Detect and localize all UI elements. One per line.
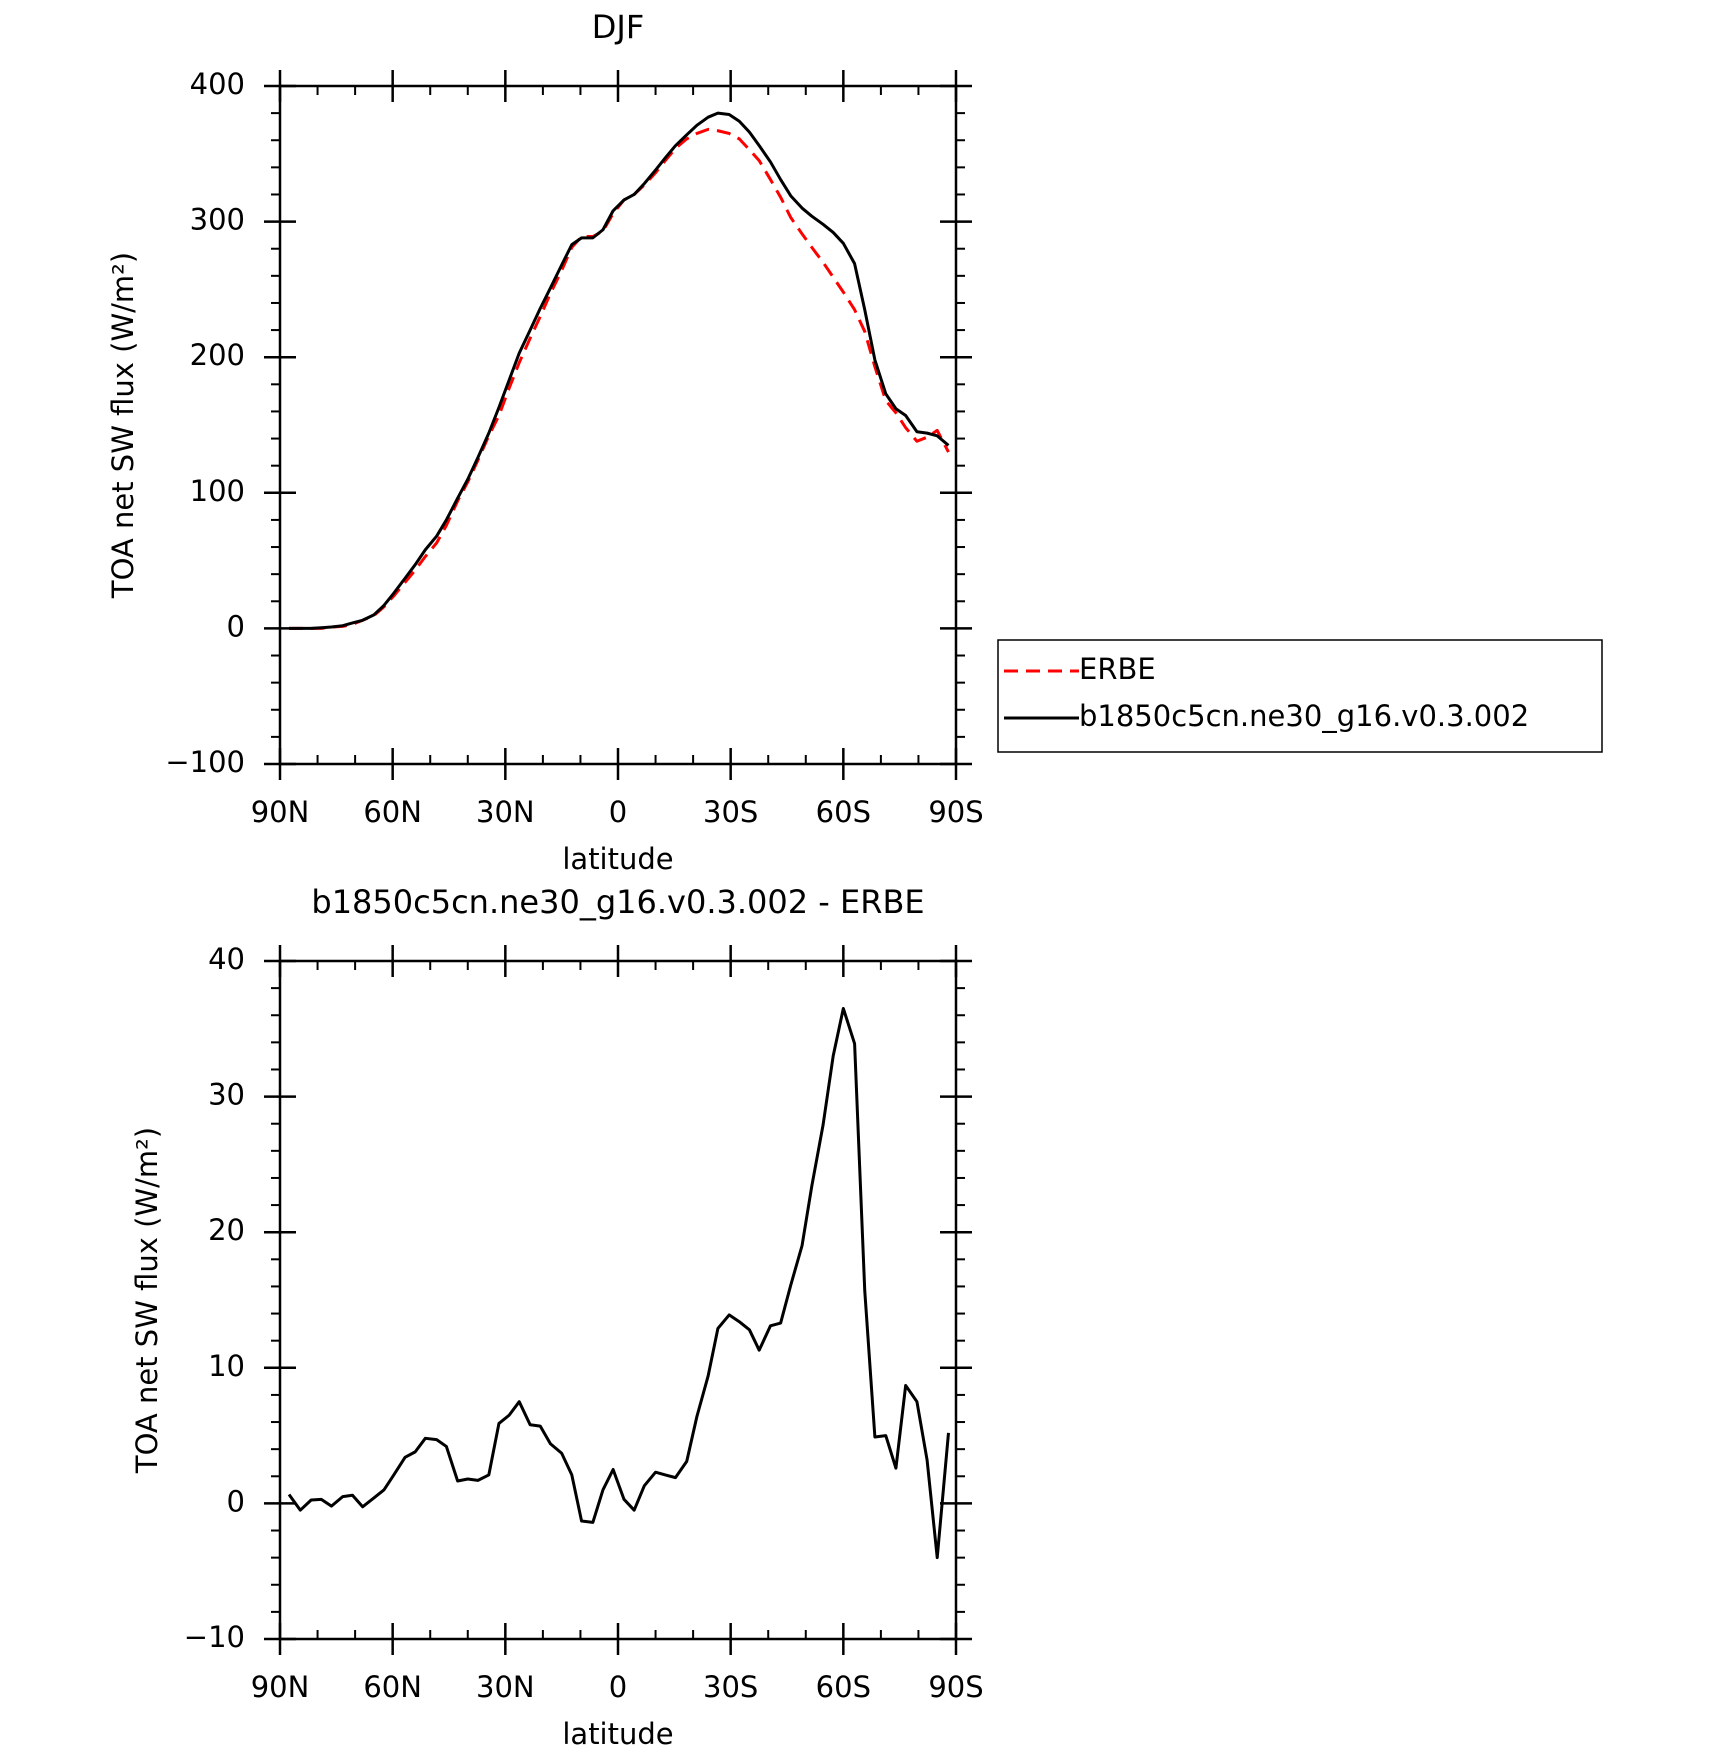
plot-frame bbox=[278, 84, 958, 766]
x-tick-label: 60N bbox=[363, 1670, 422, 1704]
x-tick-label: 60S bbox=[816, 1670, 871, 1704]
chart-title: b1850c5cn.ne30_g16.v0.3.002 - ERBE bbox=[311, 883, 924, 921]
x-tick-label: 30N bbox=[476, 1670, 535, 1704]
legend-label: b1850c5cn.ne30_g16.v0.3.002 bbox=[1079, 699, 1529, 733]
y-axis-label: TOA net SW flux (W/m²) bbox=[106, 252, 140, 599]
x-tick-label: 0 bbox=[609, 795, 627, 829]
y-tick-label: 300 bbox=[190, 203, 245, 237]
chart-title: DJF bbox=[592, 8, 644, 46]
y-tick-label: 10 bbox=[208, 1349, 245, 1383]
x-tick-label: 90N bbox=[251, 795, 310, 829]
x-tick-label: 30S bbox=[703, 1670, 758, 1704]
y-tick-label: −100 bbox=[165, 745, 245, 779]
x-tick-label: 90S bbox=[928, 1670, 983, 1704]
y-tick-label: 40 bbox=[208, 942, 245, 976]
x-axis-label: latitude bbox=[562, 842, 673, 876]
y-tick-label: 30 bbox=[208, 1078, 245, 1112]
data-line bbox=[287, 1006, 950, 1560]
x-tick-label: 30N bbox=[476, 795, 535, 829]
data-line bbox=[289, 111, 950, 630]
x-axis-label: latitude bbox=[562, 1717, 673, 1751]
legend-label: ERBE bbox=[1079, 652, 1156, 686]
y-tick-label: −10 bbox=[184, 1620, 245, 1654]
y-axis-label: TOA net SW flux (W/m²) bbox=[130, 1127, 164, 1474]
x-tick-label: 60S bbox=[816, 795, 871, 829]
y-tick-label: 0 bbox=[227, 609, 245, 643]
x-tick-label: 90S bbox=[928, 795, 983, 829]
y-tick-label: 0 bbox=[227, 1484, 245, 1518]
y-tick-label: 20 bbox=[208, 1213, 245, 1247]
y-tick-label: 100 bbox=[190, 474, 245, 508]
x-tick-label: 60N bbox=[363, 795, 422, 829]
x-tick-label: 0 bbox=[609, 1670, 627, 1704]
y-tick-label: 200 bbox=[190, 338, 245, 372]
y-tick-label: 400 bbox=[190, 67, 245, 101]
legend-box bbox=[997, 639, 1603, 753]
x-tick-label: 90N bbox=[251, 1670, 310, 1704]
x-tick-label: 30S bbox=[703, 795, 758, 829]
